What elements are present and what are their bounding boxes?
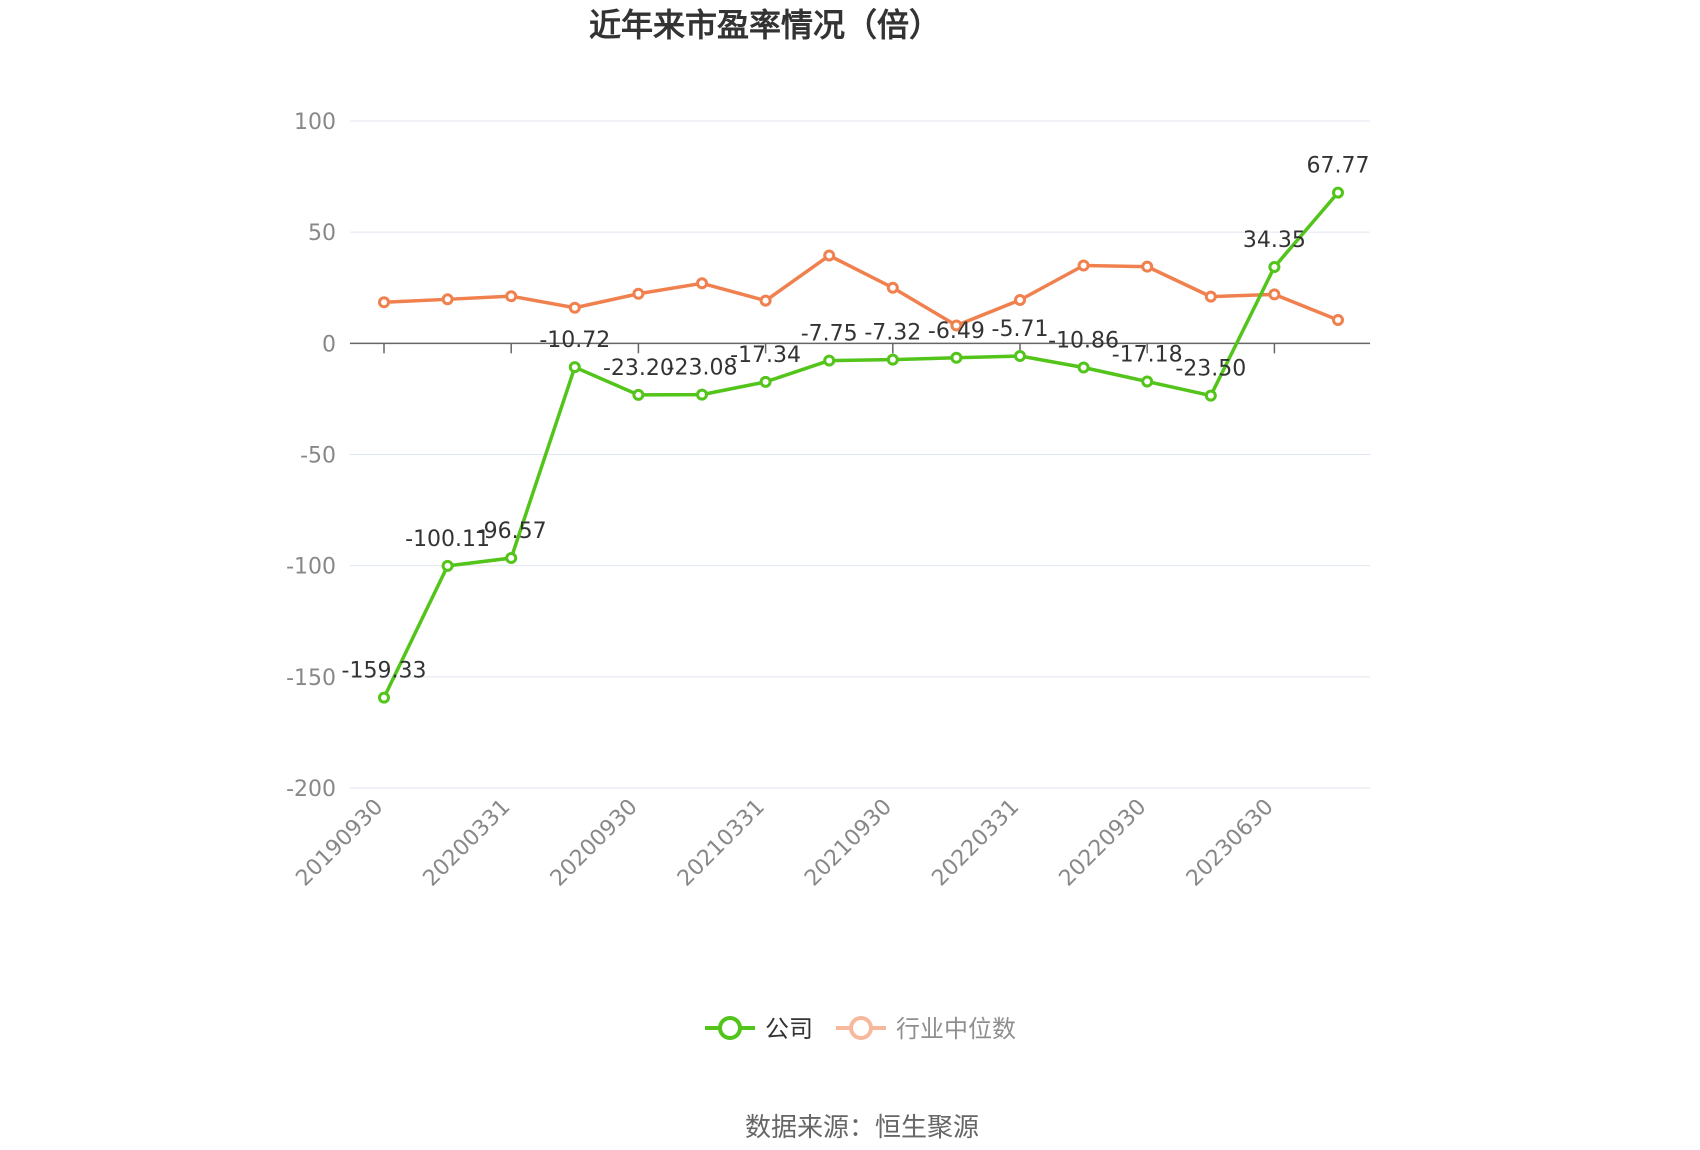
data-source: 数据来源：恒生聚源 xyxy=(745,1113,979,1143)
data-point-industry-median[interactable] xyxy=(505,290,518,303)
data-label: -17.34 xyxy=(730,343,801,368)
data-point-industry-median[interactable] xyxy=(759,294,772,307)
data-label: 67.77 xyxy=(1307,154,1370,179)
data-point-company[interactable] xyxy=(441,559,454,572)
data-label: -7.32 xyxy=(864,321,921,346)
data-point-company[interactable] xyxy=(1141,375,1154,388)
data-point-industry-median[interactable] xyxy=(1332,313,1344,326)
data-point-company[interactable] xyxy=(1077,361,1090,374)
data-labels: -159.33-100.11-96.57-10.72-23.20-23.08-1… xyxy=(342,154,1370,684)
data-point-company[interactable] xyxy=(759,375,772,388)
chart-title: 近年来市盈率情况（倍） xyxy=(589,6,941,44)
data-point-industry-median[interactable] xyxy=(632,287,645,300)
data-point-company[interactable] xyxy=(950,351,963,364)
y-tick-label: -50 xyxy=(300,444,336,469)
data-label: -100.11 xyxy=(405,527,490,552)
data-point-industry-median[interactable] xyxy=(1141,260,1154,273)
x-tick-label: 20200930 xyxy=(546,795,643,892)
data-label: -5.71 xyxy=(992,317,1049,342)
x-axis: 20190930 20200331 20200930 20210331 20210930… xyxy=(291,343,1279,892)
data-point-industry-median[interactable] xyxy=(1014,293,1026,306)
legend-item-industry-median[interactable]: 行业中位数 xyxy=(836,1015,1016,1043)
data-label: -10.72 xyxy=(539,328,610,353)
series-line-industry-median xyxy=(383,253,1339,328)
data-point-industry-median[interactable] xyxy=(1268,288,1281,301)
data-label: -10.86 xyxy=(1048,328,1119,353)
data-point-company[interactable] xyxy=(632,388,645,401)
data-label: -96.57 xyxy=(476,519,547,544)
y-tick-label: 50 xyxy=(308,221,336,246)
data-point-industry-median[interactable] xyxy=(441,293,454,306)
y-tick-label: 100 xyxy=(294,110,336,135)
data-point-company[interactable] xyxy=(1014,350,1026,363)
grid-lines xyxy=(350,120,1370,789)
data-point-company[interactable] xyxy=(568,361,581,374)
legend-label-company: 公司 xyxy=(765,1015,813,1043)
data-point-industry-median[interactable] xyxy=(1204,290,1217,303)
data-point-industry-median[interactable] xyxy=(886,281,899,294)
data-label: -23.08 xyxy=(667,356,738,381)
y-tick-label: -100 xyxy=(286,555,336,580)
data-point-company[interactable] xyxy=(1268,260,1281,273)
y-axis: 100 50 0 -50 -100 -150 -200 xyxy=(286,110,336,802)
x-tick-label: 20210930 xyxy=(800,795,897,892)
data-point-industry-median[interactable] xyxy=(1077,259,1090,272)
y-tick-label: 0 xyxy=(322,332,336,357)
data-label: -23.50 xyxy=(1175,357,1246,382)
data-point-industry-median[interactable] xyxy=(696,277,708,290)
data-label: 34.35 xyxy=(1243,228,1306,253)
data-label: -7.75 xyxy=(801,322,858,347)
x-tick-label: 20220331 xyxy=(927,795,1024,892)
data-point-company[interactable] xyxy=(505,552,518,565)
x-tick-label: 20220930 xyxy=(1055,795,1152,892)
x-tick-label: 20230630 xyxy=(1182,795,1279,892)
series-line-company xyxy=(382,191,1340,699)
y-tick-label: -150 xyxy=(286,666,336,691)
data-point-company[interactable] xyxy=(886,353,899,366)
data-point-company[interactable] xyxy=(1204,389,1217,402)
data-label: -6.49 xyxy=(928,319,985,344)
data-label: -17.18 xyxy=(1112,343,1183,368)
x-tick-label: 20210331 xyxy=(673,795,770,892)
legend-marker-industry-median xyxy=(849,1016,873,1040)
data-label: -23.20 xyxy=(603,356,674,381)
data-point-industry-median[interactable] xyxy=(568,301,581,314)
legend-label-industry-median: 行业中位数 xyxy=(896,1015,1016,1043)
legend[interactable]: 公司 行业中位数 xyxy=(705,1015,1016,1043)
legend-marker-company xyxy=(718,1016,742,1040)
data-point-industry-median[interactable] xyxy=(823,249,836,262)
x-tick-label: 20200331 xyxy=(419,795,516,892)
data-point-company[interactable] xyxy=(1332,186,1344,199)
data-point-company[interactable] xyxy=(696,388,708,401)
data-point-industry-median[interactable] xyxy=(950,319,963,332)
data-point-industry-median[interactable] xyxy=(378,296,390,309)
legend-item-company[interactable]: 公司 xyxy=(705,1015,813,1043)
data-label: -159.33 xyxy=(342,659,427,684)
x-tick-label: 20190930 xyxy=(291,795,388,892)
y-tick-label: -200 xyxy=(286,777,336,802)
data-point-company[interactable] xyxy=(823,354,836,367)
data-point-company[interactable] xyxy=(378,691,390,704)
series-layer xyxy=(378,186,1344,704)
